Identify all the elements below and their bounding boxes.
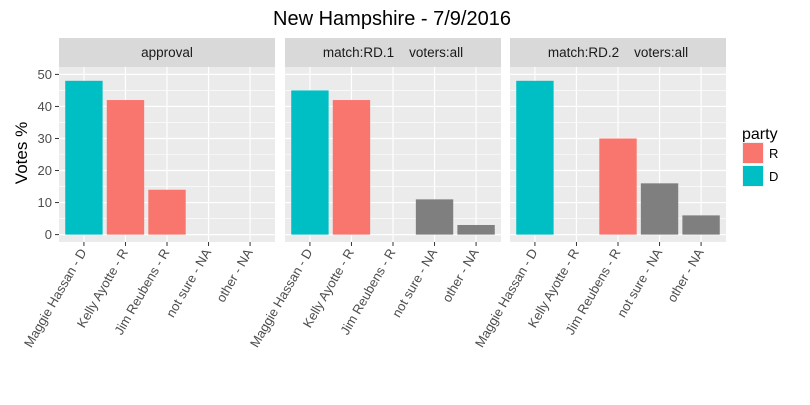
bar xyxy=(332,100,371,235)
strip-background xyxy=(510,38,726,67)
legend-label: D xyxy=(769,169,778,184)
strip-label: match:RD.1 voters:all xyxy=(323,45,463,60)
y-tick-label: 50 xyxy=(38,67,52,82)
y-tick-label: 30 xyxy=(38,131,52,146)
bar xyxy=(599,138,637,235)
x-tick-label: Maggie Hassan - D xyxy=(21,246,90,350)
bar xyxy=(457,224,495,235)
legend-swatch xyxy=(743,166,763,186)
strip-background xyxy=(59,38,275,67)
bar xyxy=(640,183,679,235)
bar xyxy=(291,90,329,235)
legend-swatch xyxy=(743,143,763,163)
x-tick-label: Maggie Hassan - D xyxy=(247,246,316,350)
y-axis-title: Votes % xyxy=(12,122,31,184)
y-tick-label: 10 xyxy=(38,195,52,210)
y-tick-label: 40 xyxy=(38,99,52,114)
bar xyxy=(106,100,145,235)
x-tick-label: other - NA xyxy=(664,246,707,305)
legend-title: party xyxy=(742,126,778,143)
y-tick-label: 20 xyxy=(38,163,52,178)
x-tick-label: other - NA xyxy=(439,246,482,305)
bar xyxy=(148,189,186,235)
y-tick-label: 0 xyxy=(45,227,52,242)
strip-label: approval xyxy=(141,45,193,60)
legend-label: R xyxy=(769,146,778,161)
strip-background xyxy=(285,38,501,67)
bar xyxy=(65,80,103,235)
y-axis: 0 10 20 30 40 50 xyxy=(38,67,59,242)
bar xyxy=(516,80,554,235)
x-tick-label: Maggie Hassan - D xyxy=(472,246,541,350)
bar xyxy=(682,215,720,235)
x-tick-label: other - NA xyxy=(213,246,256,305)
legend-keys: RD xyxy=(742,142,778,187)
strip-label: match:RD.2 voters:all xyxy=(548,45,688,60)
bar xyxy=(415,199,454,235)
chart-title: New Hampshire - 7/9/2016 xyxy=(273,8,511,30)
